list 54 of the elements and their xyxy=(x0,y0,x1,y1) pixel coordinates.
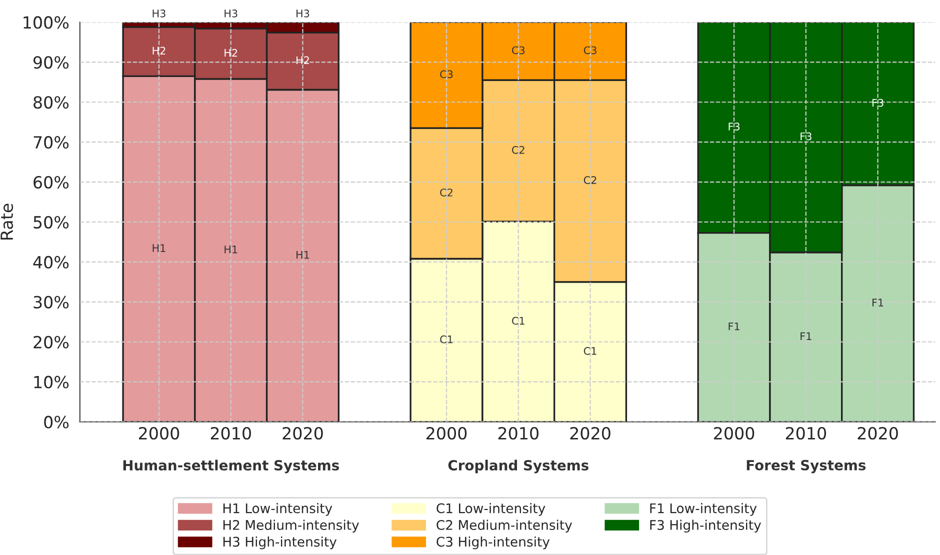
y-tick-label: 0% xyxy=(44,416,69,428)
x-tick-label: 2010 xyxy=(786,426,826,440)
data-label: H3 xyxy=(152,10,166,18)
data-label: H3 xyxy=(296,10,310,18)
x-tick-label: 2020 xyxy=(282,426,323,440)
y-tick-label: 50% xyxy=(34,216,69,229)
data-label: C2 xyxy=(512,146,524,154)
x-tick-label: 2000 xyxy=(426,426,467,440)
data-label: C1 xyxy=(512,316,524,325)
data-label: C1 xyxy=(440,335,452,344)
y-tick-label: 100% xyxy=(24,16,69,29)
data-label: H2 xyxy=(224,48,238,57)
x-tick-label: 2020 xyxy=(858,426,898,440)
x-tick-label: 2020 xyxy=(570,426,610,440)
x-tick-label: 2000 xyxy=(138,426,180,440)
data-label: F1 xyxy=(800,332,812,340)
text: Human-settlement Systems xyxy=(123,460,339,474)
legend-label: H3 High-intensity xyxy=(223,536,337,550)
y-axis-title: Rate xyxy=(0,204,14,240)
x-tick-label: 2000 xyxy=(714,426,754,440)
data-label: H2 xyxy=(152,46,166,54)
legend-label: F1 Low-intensity xyxy=(650,503,757,516)
data-label: F3 xyxy=(728,122,740,131)
data-label: C2 xyxy=(584,176,596,184)
legend-label: H1 Low-intensity xyxy=(223,503,332,516)
y-tick-label: 60% xyxy=(34,176,69,189)
x-tick-label: 2010 xyxy=(498,426,538,440)
text: Cropland Systems xyxy=(448,460,588,474)
y-tick-label: 70% xyxy=(34,136,69,149)
data-label: C3 xyxy=(440,70,453,78)
y-tick-label: 40% xyxy=(33,256,69,269)
data-label: H3 xyxy=(224,10,238,18)
legend-label: C2 Medium-intensity xyxy=(436,520,572,533)
data-label: C3 xyxy=(512,46,524,54)
data-label: H1 xyxy=(224,246,238,254)
y-tick-label: 80% xyxy=(34,96,69,109)
data-label: C3 xyxy=(584,46,596,54)
data-label: H1 xyxy=(152,244,166,252)
text: Forest Systems xyxy=(746,460,866,474)
y-tick-label: 20% xyxy=(34,336,69,348)
data-label: C1 xyxy=(584,347,596,355)
data-label: C2 xyxy=(440,188,452,196)
data-label: H1 xyxy=(296,251,310,259)
legend-label: H2 Medium-intensity xyxy=(223,520,359,533)
y-tick-label: 30% xyxy=(34,296,69,308)
legend-label: C1 Low-intensity xyxy=(436,503,546,516)
data-label: F3 xyxy=(800,132,812,140)
data-label: F1 xyxy=(872,298,884,306)
y-tick-label: 90% xyxy=(33,56,69,69)
data-label: F1 xyxy=(728,322,740,330)
legend-label: C3 High-intensity xyxy=(436,536,550,550)
legend-label: F3 High-intensity xyxy=(650,520,762,533)
x-tick-label: 2010 xyxy=(210,426,251,440)
y-tick-label: 10% xyxy=(34,376,69,388)
